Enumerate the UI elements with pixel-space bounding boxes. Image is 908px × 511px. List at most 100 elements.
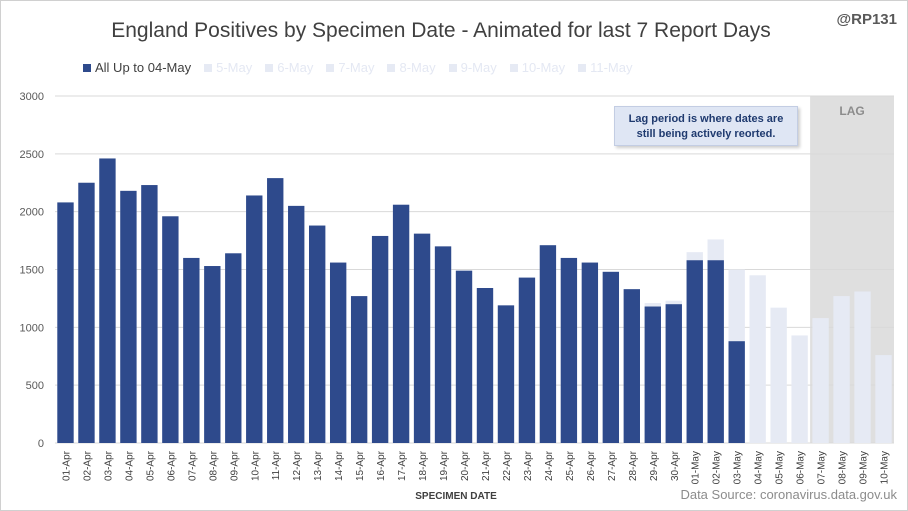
legend-item: 8-May: [387, 60, 436, 75]
x-tick-label: 09-May: [859, 451, 870, 484]
bar-up-to-04-may: [707, 260, 724, 443]
x-tick-label: 10-May: [880, 451, 891, 484]
x-tick-label: 08-May: [838, 451, 849, 484]
x-tick-label: 17-Apr: [397, 450, 408, 481]
x-tick-label: 05-May: [775, 451, 786, 484]
x-tick-label: 29-Apr: [649, 450, 660, 481]
bar-up-to-04-may: [120, 190, 137, 443]
y-tick-label: 2500: [20, 149, 44, 161]
bar-up-to-04-may: [392, 204, 410, 443]
bar-up-to-04-may: [371, 235, 389, 443]
bar-later-report: [749, 275, 766, 443]
bar-up-to-04-may: [623, 289, 640, 443]
legend-item: 6-May: [265, 60, 313, 75]
x-tick-label: 26-Apr: [586, 450, 597, 481]
x-tick-label: 01-Apr: [61, 450, 72, 481]
bar-up-to-04-may: [225, 253, 242, 443]
x-tick-label: 25-Apr: [565, 450, 576, 481]
x-tick-label: 24-Apr: [544, 450, 555, 481]
bar-up-to-04-may: [539, 245, 557, 443]
bar-up-to-04-may: [434, 246, 452, 443]
x-tick-label: 18-Apr: [418, 450, 429, 481]
x-tick-label: 06-Apr: [166, 450, 177, 481]
x-tick-label: 02-May: [712, 451, 723, 484]
legend: All Up to 04-May 5-May 6-May 7-May 8-May 9-Ma…: [83, 60, 645, 75]
legend-swatch: [387, 63, 396, 72]
x-tick-label: 28-Apr: [628, 450, 639, 481]
x-tick-label: 03-May: [733, 451, 744, 484]
bar-up-to-04-may: [518, 277, 536, 443]
legend-item: 10-May: [509, 60, 566, 75]
x-tick-label: 03-Apr: [103, 450, 114, 481]
bar-up-to-04-may: [204, 266, 221, 443]
chart-title: England Positives by Specimen Date - Ani…: [111, 19, 771, 42]
legend-item: 9-May: [448, 60, 497, 75]
x-tick-label: 16-Apr: [376, 450, 387, 481]
legend-item: All Up to 04-May: [83, 60, 191, 75]
bar-later-report: [770, 307, 787, 443]
x-tick-label: 07-Apr: [187, 450, 198, 481]
y-tick-label: 3000: [20, 91, 44, 103]
y-tick-label: 1000: [20, 322, 44, 334]
author-handle: @RP131: [836, 11, 898, 28]
x-tick-label: 07-May: [817, 451, 828, 484]
lag-label: LAG: [839, 104, 864, 118]
bar-up-to-04-may: [141, 185, 158, 443]
legend-swatch: [326, 63, 335, 72]
y-tick-label: 0: [38, 438, 44, 450]
bar-later-report: [875, 355, 892, 443]
legend-swatch: [578, 63, 587, 72]
bar-up-to-04-may: [455, 270, 473, 443]
x-tick-label: 06-May: [796, 451, 807, 484]
bar-up-to-04-may: [183, 257, 200, 443]
legend-item: 5-May: [204, 60, 252, 75]
bar-up-to-04-may: [288, 205, 305, 443]
bar-up-to-04-may: [497, 305, 515, 443]
bar-up-to-04-may: [476, 288, 494, 443]
legend-label: 5-May: [216, 60, 253, 75]
x-tick-label: 30-Apr: [670, 450, 681, 481]
x-tick-label: 23-Apr: [523, 450, 534, 481]
bar-up-to-04-may: [728, 341, 745, 443]
bar-up-to-04-may: [162, 216, 179, 443]
data-source: Data Source: coronavirus.data.gov.uk: [680, 487, 897, 502]
x-tick-label: 20-Apr: [460, 450, 471, 481]
legend-label: 10-May: [521, 60, 566, 75]
y-tick-label: 1500: [20, 265, 44, 277]
bar-up-to-04-may: [413, 233, 431, 443]
bar-up-to-04-may: [78, 182, 95, 443]
legend-swatch: [83, 63, 91, 72]
x-tick-label: 08-Apr: [208, 450, 219, 481]
bar-up-to-04-may: [99, 158, 116, 443]
x-tick-label: 15-Apr: [355, 450, 366, 481]
x-axis-title: SPECIMEN DATE: [415, 491, 497, 502]
bar-up-to-04-may: [57, 202, 74, 443]
bar-up-to-04-may: [267, 178, 284, 443]
bar-up-to-04-may: [309, 225, 326, 443]
bar-up-to-04-may: [246, 195, 263, 443]
x-tick-label: 09-Apr: [229, 450, 240, 481]
x-tick-label: 01-May: [691, 451, 702, 484]
bar-up-to-04-may: [644, 306, 661, 443]
legend-item: 7-May: [326, 60, 374, 75]
x-tick-label: 05-Apr: [145, 450, 156, 481]
legend-swatch: [204, 63, 213, 72]
bar-up-to-04-may: [581, 262, 599, 443]
legend-label: 8-May: [399, 60, 436, 75]
legend-label: 9-May: [460, 60, 497, 75]
legend-item: 11-May: [578, 60, 632, 75]
x-tick-label: 10-Apr: [250, 450, 261, 481]
bar-later-report: [812, 318, 829, 443]
x-tick-label: 11-Apr: [271, 450, 282, 480]
x-tick-label: 19-Apr: [439, 450, 450, 481]
bar-later-report: [833, 296, 850, 443]
x-tick-label: 22-Apr: [502, 450, 513, 481]
legend-label: 11-May: [590, 60, 633, 75]
bar-up-to-04-may: [665, 304, 682, 443]
x-tick-label: 12-Apr: [292, 450, 303, 481]
bar-up-to-04-may: [560, 257, 578, 443]
legend-label: 7-May: [338, 60, 375, 75]
x-tick-label: 21-Apr: [481, 450, 492, 481]
